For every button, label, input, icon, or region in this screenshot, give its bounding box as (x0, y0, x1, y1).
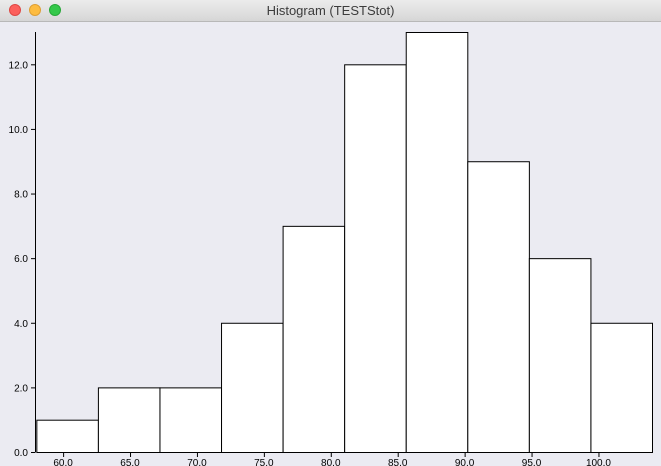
zoom-window-button[interactable] (49, 4, 61, 16)
x-tick-label: 80.0 (321, 458, 341, 466)
y-tick-label: 6.0 (14, 254, 28, 265)
histogram-bar-5 (344, 64, 407, 454)
histogram-chart: 0.0 2.0 4.0 6.0 8.0 10.0 12.0 60.0 65.0 70.0 75.0… (9, 32, 653, 466)
x-tick-label: 70.0 (187, 458, 207, 466)
histogram-bar-4 (282, 225, 346, 453)
x-tick-label: 85.0 (388, 458, 408, 466)
y-tick-label: 12.0 (9, 60, 29, 71)
close-window-button[interactable] (9, 4, 21, 16)
x-axis: 60.0 65.0 70.0 75.0 80.0 85.0 90.0 95.0 100.0 (53, 453, 611, 466)
y-tick-label: 4.0 (14, 319, 28, 330)
histogram-bar-8 (528, 258, 592, 453)
x-tick-label: 90.0 (455, 458, 475, 466)
y-tick-label: 8.0 (14, 190, 28, 201)
y-tick-label: 2.0 (14, 383, 28, 394)
title-bar[interactable]: Histogram (TESTStot) (0, 0, 661, 22)
y-tick-label: 10.0 (9, 125, 29, 136)
histogram-bar-7 (467, 161, 530, 453)
x-tick-label: 60.0 (53, 458, 73, 466)
x-tick-label: 65.0 (120, 458, 140, 466)
histogram-bars (36, 32, 653, 454)
y-axis: 0.0 2.0 4.0 6.0 8.0 10.0 12.0 (9, 32, 36, 459)
x-tick-label: 95.0 (522, 458, 542, 466)
minimize-window-button[interactable] (29, 4, 41, 16)
y-tick-label: 0.0 (14, 448, 28, 459)
x-tick-label: 100.0 (586, 458, 611, 466)
histogram-bar-6 (405, 32, 469, 453)
histogram-bar-2 (159, 387, 223, 453)
x-tick-label: 75.0 (254, 458, 274, 466)
histogram-bar-0 (36, 419, 99, 454)
window-title: Histogram (TESTStot) (266, 3, 395, 18)
histogram-bar-1 (97, 387, 161, 453)
histogram-bar-9 (590, 322, 653, 453)
histogram-bar-3 (221, 322, 284, 453)
